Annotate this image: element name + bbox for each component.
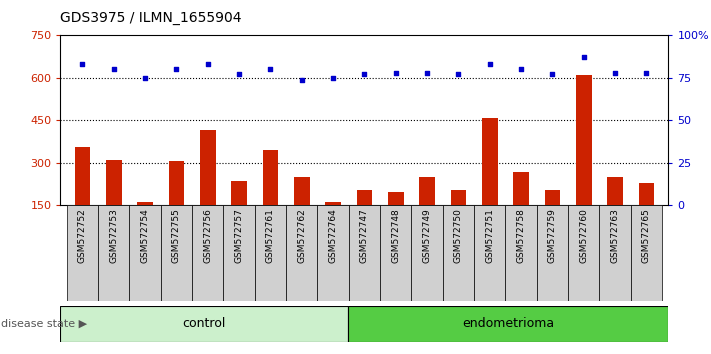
Bar	[576, 75, 592, 248]
FancyBboxPatch shape	[192, 205, 223, 301]
Bar	[545, 190, 560, 248]
Text: GSM572756: GSM572756	[203, 208, 212, 263]
Bar	[388, 192, 404, 248]
Point	[484, 62, 496, 67]
Bar	[482, 118, 498, 248]
Bar	[513, 172, 529, 248]
Point	[108, 67, 119, 72]
FancyBboxPatch shape	[631, 205, 662, 301]
Point	[609, 70, 621, 76]
FancyBboxPatch shape	[443, 205, 474, 301]
Point	[359, 72, 370, 77]
Text: GSM572763: GSM572763	[611, 208, 619, 263]
FancyBboxPatch shape	[348, 205, 380, 301]
FancyBboxPatch shape	[129, 205, 161, 301]
Bar	[200, 130, 215, 248]
Point	[296, 77, 307, 82]
Point	[327, 75, 338, 81]
FancyBboxPatch shape	[506, 205, 537, 301]
Bar	[348, 306, 668, 342]
Point	[171, 67, 182, 72]
Bar	[638, 183, 654, 248]
Point	[390, 70, 402, 76]
Text: GSM572754: GSM572754	[141, 208, 149, 263]
Text: GSM572749: GSM572749	[422, 208, 432, 263]
FancyBboxPatch shape	[537, 205, 568, 301]
Bar	[356, 190, 373, 248]
Text: GSM572761: GSM572761	[266, 208, 275, 263]
Bar	[137, 202, 153, 248]
Point	[547, 72, 558, 77]
Point	[453, 72, 464, 77]
Bar	[294, 177, 309, 248]
Bar	[607, 177, 623, 248]
Point	[264, 67, 276, 72]
Point	[139, 75, 151, 81]
Text: endometrioma: endometrioma	[462, 318, 555, 330]
Text: GSM572751: GSM572751	[485, 208, 494, 263]
Point	[77, 62, 88, 67]
Point	[233, 72, 245, 77]
FancyBboxPatch shape	[223, 205, 255, 301]
Text: GSM572760: GSM572760	[579, 208, 588, 263]
Bar	[451, 190, 466, 248]
Text: GSM572753: GSM572753	[109, 208, 118, 263]
FancyBboxPatch shape	[568, 205, 599, 301]
Text: GSM572752: GSM572752	[78, 208, 87, 263]
Text: GSM572757: GSM572757	[235, 208, 244, 263]
Text: GSM572748: GSM572748	[391, 208, 400, 263]
Bar	[169, 161, 184, 248]
FancyBboxPatch shape	[380, 205, 412, 301]
Point	[641, 70, 652, 76]
FancyBboxPatch shape	[412, 205, 443, 301]
Bar	[60, 306, 348, 342]
Text: GSM572759: GSM572759	[548, 208, 557, 263]
Bar	[419, 177, 435, 248]
Text: GSM572755: GSM572755	[172, 208, 181, 263]
FancyBboxPatch shape	[161, 205, 192, 301]
FancyBboxPatch shape	[474, 205, 506, 301]
FancyBboxPatch shape	[599, 205, 631, 301]
Text: GSM572747: GSM572747	[360, 208, 369, 263]
Point	[515, 67, 527, 72]
Text: control: control	[183, 318, 226, 330]
Text: GDS3975 / ILMN_1655904: GDS3975 / ILMN_1655904	[60, 11, 242, 25]
Text: GSM572750: GSM572750	[454, 208, 463, 263]
Text: GSM572758: GSM572758	[517, 208, 525, 263]
Bar	[262, 150, 278, 248]
Text: disease state ▶: disease state ▶	[1, 319, 87, 329]
FancyBboxPatch shape	[286, 205, 317, 301]
Point	[202, 62, 213, 67]
FancyBboxPatch shape	[98, 205, 129, 301]
FancyBboxPatch shape	[67, 205, 98, 301]
Bar	[325, 202, 341, 248]
Point	[578, 55, 589, 60]
FancyBboxPatch shape	[255, 205, 286, 301]
FancyBboxPatch shape	[317, 205, 348, 301]
Text: GSM572765: GSM572765	[642, 208, 651, 263]
Bar	[231, 181, 247, 248]
Bar	[106, 160, 122, 248]
Text: GSM572764: GSM572764	[328, 208, 338, 263]
Text: GSM572762: GSM572762	[297, 208, 306, 263]
Bar	[75, 147, 90, 248]
Point	[422, 70, 433, 76]
